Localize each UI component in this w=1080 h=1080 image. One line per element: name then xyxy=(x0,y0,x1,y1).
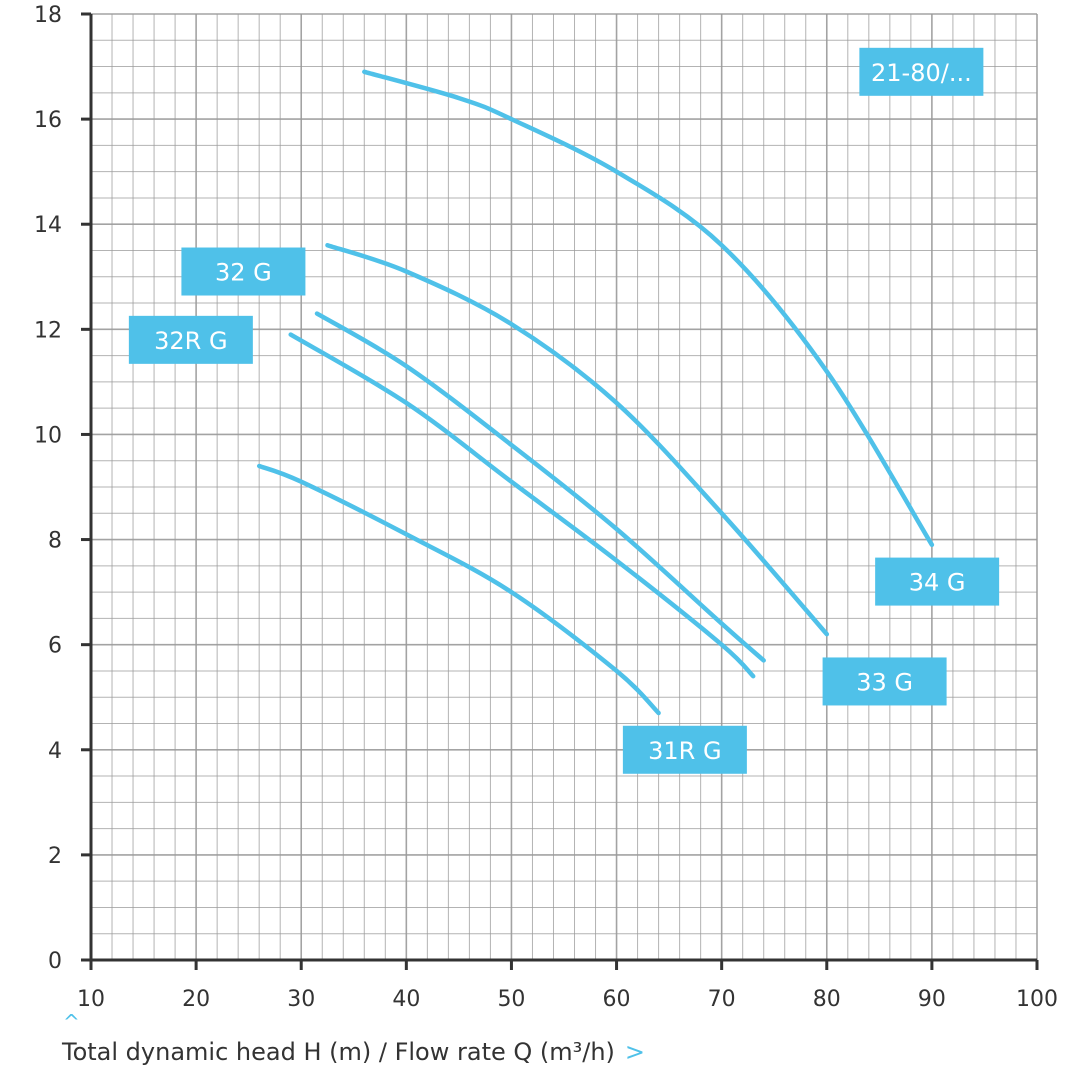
series-label-box xyxy=(875,557,1000,606)
y-tick-label: 4 xyxy=(48,739,62,764)
y-tick-label: 10 xyxy=(34,423,62,448)
series-label-text: 32 G xyxy=(215,259,272,287)
axis-caption[interactable]: Total dynamic head H (m) / Flow rate Q (… xyxy=(62,1038,645,1066)
x-tick-label: 80 xyxy=(813,987,841,1012)
y-tick-label: 12 xyxy=(34,318,62,343)
series-labels: 21-80/... 32 G 32R G 34 G 33 G 31R G xyxy=(128,47,1000,774)
x-tick-label: 10 xyxy=(77,987,105,1012)
collapse-caret-icon[interactable]: ^ xyxy=(63,1010,80,1034)
series-label-box xyxy=(622,725,747,774)
tick-labels: 10 20 30 40 50 60 70 80 90 100 0 2 4 6 8 10 12 14 16 18 xyxy=(34,3,1058,1012)
series-label: 31R G xyxy=(622,725,747,774)
y-tick-label: 16 xyxy=(34,108,62,133)
series-curve xyxy=(314,311,766,663)
series-label: 34 G xyxy=(875,557,1000,606)
series-label-text: 34 G xyxy=(909,569,966,597)
series-curve xyxy=(325,242,830,637)
series-label: 32R G xyxy=(128,315,253,364)
series-label-box xyxy=(859,47,984,96)
y-tick-label: 0 xyxy=(48,949,62,974)
series-label: 32 G xyxy=(181,247,306,296)
y-tick-label: 18 xyxy=(34,3,62,28)
chevron-right-icon[interactable]: > xyxy=(624,1038,646,1066)
y-tick-label: 8 xyxy=(48,529,62,554)
series-label-text: 33 G xyxy=(856,668,913,696)
axis-caption-text: Total dynamic head H (m) / Flow rate Q (… xyxy=(62,1038,615,1066)
series-curve xyxy=(288,332,756,679)
x-tick-label: 40 xyxy=(392,987,420,1012)
y-tick-label: 2 xyxy=(48,844,62,869)
x-tick-label: 30 xyxy=(287,987,315,1012)
series-label-box xyxy=(822,657,947,706)
series-label: 21-80/... xyxy=(859,47,984,96)
y-tick-label: 6 xyxy=(48,634,62,659)
series-label-box xyxy=(128,315,253,364)
x-tick-label: 90 xyxy=(918,987,946,1012)
series-label-text: 32R G xyxy=(154,327,227,355)
x-tick-label: 100 xyxy=(1016,987,1058,1012)
series-label-text: 21-80/... xyxy=(871,59,972,87)
y-tick-label: 14 xyxy=(34,213,62,238)
series-curve xyxy=(256,463,661,716)
series-label-text: 31R G xyxy=(648,737,721,765)
series-curve xyxy=(362,69,935,548)
series-label-box xyxy=(181,247,306,296)
x-tick-label: 50 xyxy=(497,987,525,1012)
x-tick-label: 60 xyxy=(603,987,631,1012)
x-tick-label: 20 xyxy=(182,987,210,1012)
series-curves xyxy=(256,69,935,716)
axes xyxy=(81,12,1039,970)
x-tick-label: 70 xyxy=(708,987,736,1012)
series-label: 33 G xyxy=(822,657,947,706)
